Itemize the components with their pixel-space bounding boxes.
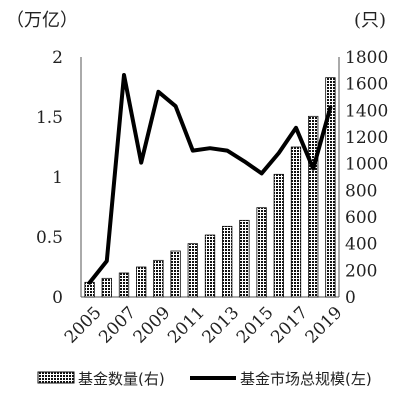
bar-2006 xyxy=(101,277,112,298)
bar-2010 xyxy=(170,250,181,298)
right-tick-label: 1000 xyxy=(345,155,388,175)
legend-swatch-bars xyxy=(37,371,75,384)
x-tick-label: 2019 xyxy=(302,303,347,348)
left-axis-ticks: 0 0.5 1 1.5 2 xyxy=(36,48,63,308)
bar-2014 xyxy=(239,219,250,298)
x-tick-label: 2017 xyxy=(267,303,312,348)
legend: 基金数量(右) 基金市场总规模(左) xyxy=(37,370,372,388)
line-series-total-scale xyxy=(87,73,333,285)
bar-2007 xyxy=(118,272,130,298)
right-axis-unit: (只) xyxy=(354,10,386,31)
left-axis-unit: （万亿） xyxy=(6,10,78,31)
left-tick-label: 1.5 xyxy=(36,108,63,128)
legend-label-bars: 基金数量(右) xyxy=(78,370,165,388)
bar-2019 xyxy=(325,77,336,298)
left-tick-label: 0 xyxy=(52,288,63,308)
right-tick-label: 1600 xyxy=(345,75,388,95)
right-tick-label: 1200 xyxy=(345,128,388,148)
bar-2018 xyxy=(308,115,319,298)
right-tick-label: 600 xyxy=(345,208,377,228)
x-tick-label: 2009 xyxy=(130,303,175,348)
left-tick-label: 0.5 xyxy=(36,228,63,248)
bar-2016 xyxy=(273,173,284,298)
bar-2013 xyxy=(222,225,233,298)
x-tick-label: 2013 xyxy=(198,303,243,348)
x-tick-label: 2007 xyxy=(95,303,140,348)
plot-area xyxy=(80,57,340,298)
right-tick-label: 1800 xyxy=(345,48,388,68)
right-tick-label: 800 xyxy=(345,181,377,201)
right-tick-label: 400 xyxy=(345,235,377,255)
x-tick-label: 2015 xyxy=(233,303,278,348)
right-tick-label: 200 xyxy=(345,261,377,281)
bar-2009 xyxy=(153,259,164,298)
left-tick-label: 1 xyxy=(52,168,63,188)
right-tick-label: 0 xyxy=(345,288,356,308)
bar-2008 xyxy=(136,266,147,298)
left-tick-label: 2 xyxy=(52,48,63,68)
x-tick-label: 2011 xyxy=(164,303,209,348)
bar-2012 xyxy=(204,234,216,298)
x-tick-label: 2005 xyxy=(61,303,106,348)
bar-2017 xyxy=(290,146,302,298)
right-tick-label: 1400 xyxy=(345,101,388,121)
right-axis-ticks: 0 200 400 600 800 1000 1200 1400 1600 1800 xyxy=(345,48,388,308)
bar-2015 xyxy=(256,207,267,298)
legend-label-line: 基金市场总规模(左) xyxy=(240,370,372,388)
bar-2011 xyxy=(187,243,198,298)
